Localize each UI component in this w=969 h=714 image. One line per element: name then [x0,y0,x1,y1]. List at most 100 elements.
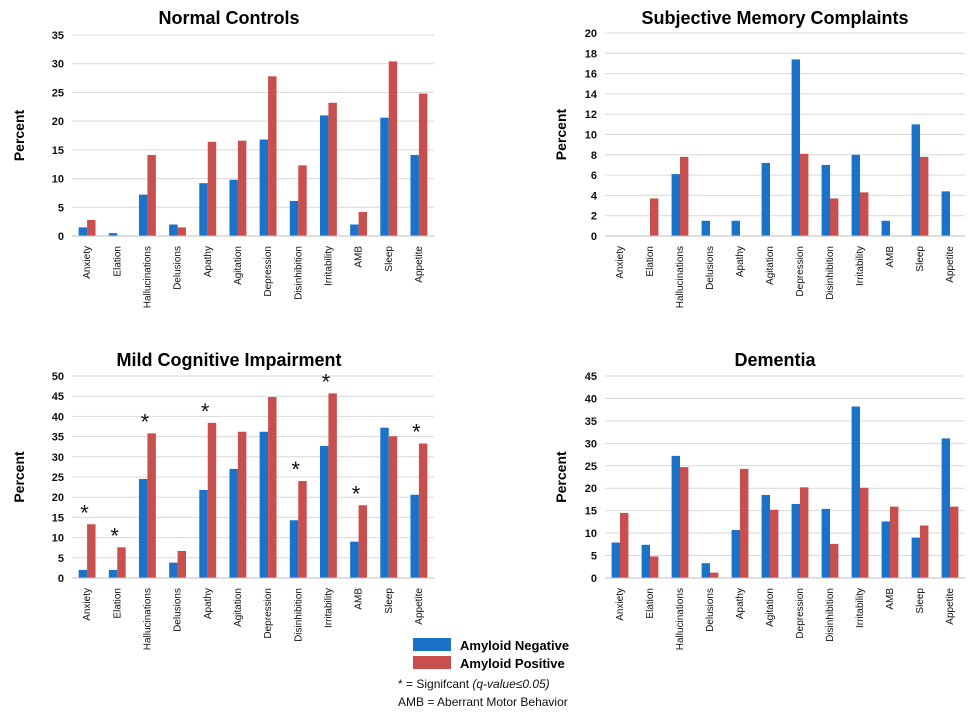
y-tick-label: 2 [591,211,597,223]
y-tick-label: 10 [585,528,597,540]
x-tick-label: AMB [354,588,365,610]
y-tick-label: 20 [585,483,597,495]
bar-amyloid-positive [237,140,247,236]
bar-amyloid-negative [78,569,88,578]
x-tick-label: Agitation [233,246,244,285]
bar-amyloid-positive [680,467,689,578]
bar-amyloid-positive [328,102,337,236]
x-tick-label: Disinhibition [825,588,836,642]
bar-amyloid-negative [791,503,800,578]
chart-panels: Normal Controls05101520253035PercentAnxi… [11,8,965,650]
amb-note: AMB = Aberrant Motor Behavior [398,695,568,709]
y-tick-label: 18 [585,48,597,60]
y-tick-label: 15 [52,512,64,524]
bar-amyloid-positive [680,156,689,236]
bar-amyloid-positive [237,431,247,578]
significance-star: * [110,523,119,548]
bar-amyloid-negative [169,562,178,578]
bar-amyloid-negative [851,406,860,578]
chart-title: Normal Controls [158,8,299,28]
y-tick-label: 20 [585,28,597,40]
y-tick-label: 30 [585,438,597,450]
x-tick-label: Irritability [323,588,334,628]
bar-amyloid-negative [731,529,740,578]
bar-amyloid-negative [108,233,118,236]
bar-amyloid-positive [800,153,809,236]
significance-star: * [201,399,210,424]
bar-amyloid-negative [641,544,650,578]
y-axis-label: Percent [11,109,27,161]
y-axis-label: Percent [553,451,569,503]
x-tick-label: Appetite [414,588,425,625]
x-tick-label: Delusions [705,588,716,632]
x-tick-label: Apathy [735,246,746,277]
x-tick-label: Anxiety [82,588,93,621]
bar-amyloid-negative [319,115,329,236]
bar-amyloid-negative [671,455,680,578]
y-tick-label: 5 [58,202,64,214]
bar-amyloid-negative [229,179,238,236]
y-tick-label: 45 [585,371,597,383]
bar-amyloid-positive [268,76,277,236]
y-tick-label: 15 [585,506,597,518]
bar-amyloid-positive [650,198,659,236]
y-tick-label: 10 [585,130,597,142]
y-tick-label: 30 [52,59,64,71]
legend: Amyloid Negative Amyloid Positive * = Si… [398,638,569,709]
bar-amyloid-positive [650,556,659,578]
bar-amyloid-positive [620,512,629,578]
y-tick-label: 25 [52,472,64,484]
bar-amyloid-negative [731,220,740,236]
bar-amyloid-positive [147,155,156,236]
x-tick-label: Hallucinations [142,588,153,650]
bar-amyloid-positive [177,227,187,236]
y-tick-label: 50 [52,371,64,383]
bar-amyloid-negative [199,489,208,578]
y-tick-label: 30 [52,452,64,464]
y-tick-label: 15 [52,145,64,157]
legend-swatch-negative [413,638,451,651]
chart-panel: Normal Controls 0 5 10 15 20 25 30 35 Percent Anxi… [11,8,434,308]
x-tick-label: Elation [645,246,656,277]
bar-amyloid-positive [328,393,337,578]
chart-title: Dementia [734,350,816,370]
bar-amyloid-negative [380,117,389,236]
x-tick-label: AMB [885,246,896,268]
significance-note: * = Signifcant (q-value≤0.05) [398,677,550,691]
bar-amyloid-positive [418,443,428,578]
bar-amyloid-negative [380,427,389,578]
bar-amyloid-negative [350,224,359,236]
x-tick-label: Elation [112,246,123,277]
x-tick-label: Depression [263,246,274,297]
bar-amyloid-negative [169,224,178,236]
x-tick-label: Irritability [855,588,866,628]
bar-amyloid-positive [207,141,217,236]
x-tick-label: Disinhibition [825,246,836,300]
bar-amyloid-positive [117,547,126,578]
chart-panel: Mild Cognitive Impairment 0 5 10 15 20 25 30 35 4… [11,350,434,650]
y-tick-label: 8 [591,150,597,162]
bar-amyloid-positive [388,61,398,236]
bar-amyloid-negative [791,59,800,236]
x-tick-label: Depression [263,588,274,639]
significance-note-qvalue: (q-value≤0.05) [472,677,549,691]
x-tick-label: AMB [354,246,365,268]
bar-amyloid-positive [87,219,96,236]
x-tick-label: Apathy [735,588,746,619]
bar-amyloid-negative [761,162,770,236]
bar-amyloid-negative [701,563,710,578]
bar-amyloid-negative [821,508,830,578]
y-tick-label: 5 [591,551,597,563]
bar-amyloid-negative [229,468,238,578]
bar-amyloid-negative [199,183,208,236]
bar-amyloid-positive [740,468,749,578]
x-tick-label: Sleep [915,588,926,614]
x-tick-label: Sleep [915,246,926,272]
y-tick-label: 35 [585,416,597,428]
bar-amyloid-positive [830,198,839,236]
y-tick-label: 12 [585,109,597,121]
bar-amyloid-positive [950,506,959,578]
bar-amyloid-positive [920,525,929,578]
y-tick-label: 10 [52,174,64,186]
